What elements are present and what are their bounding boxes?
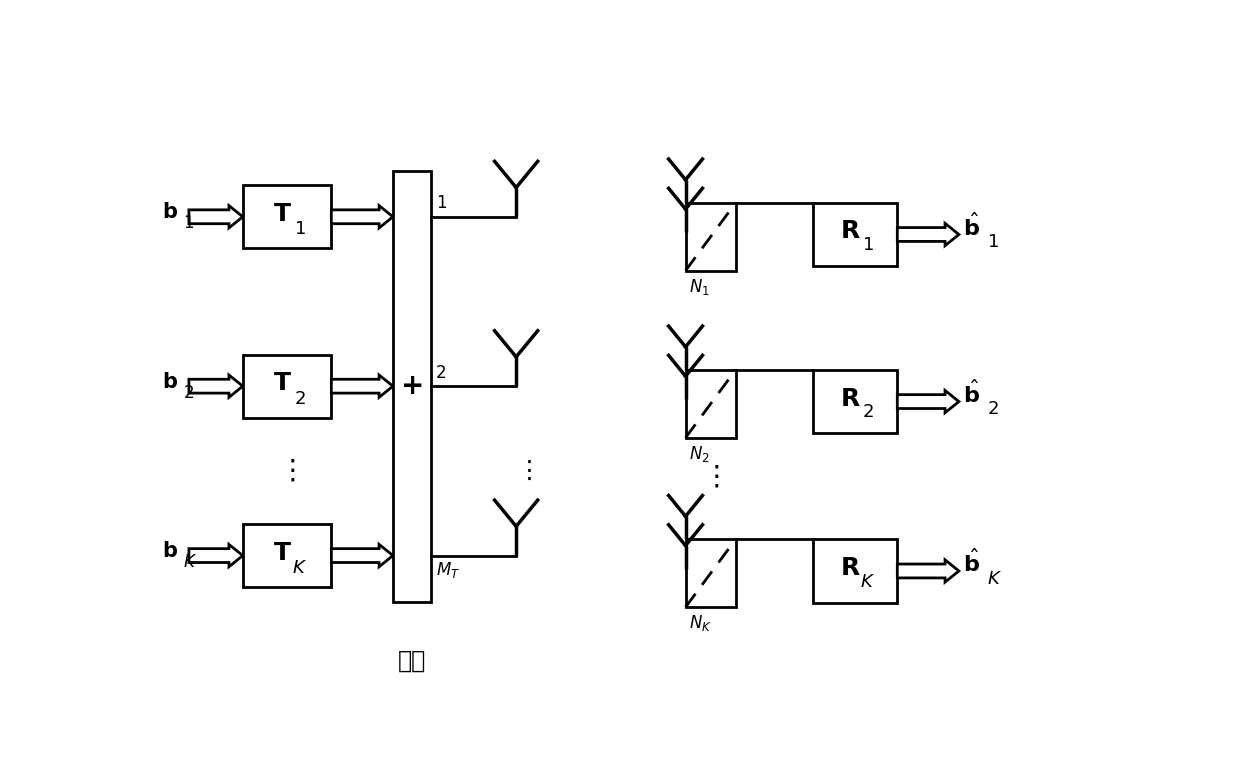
Text: $\vdots$: $\vdots$ xyxy=(702,463,719,490)
Text: $1$: $1$ xyxy=(987,233,999,251)
Text: $\mathbf{R}$: $\mathbf{R}$ xyxy=(841,556,861,580)
Text: 基站: 基站 xyxy=(398,649,427,673)
Text: $2$: $2$ xyxy=(862,403,873,421)
Polygon shape xyxy=(243,524,331,588)
Text: $\hat{\mathbf{b}}$: $\hat{\mathbf{b}}$ xyxy=(962,549,980,578)
Text: $N_1$: $N_1$ xyxy=(689,277,711,297)
Text: $\mathbf{T}$: $\mathbf{T}$ xyxy=(273,541,293,565)
Text: $\mathbf{T}$: $\mathbf{T}$ xyxy=(273,371,293,395)
Text: $2$: $2$ xyxy=(987,400,999,418)
Polygon shape xyxy=(812,203,898,266)
Polygon shape xyxy=(812,539,898,603)
Text: $\vdots$: $\vdots$ xyxy=(516,459,532,483)
Polygon shape xyxy=(331,375,393,397)
Polygon shape xyxy=(898,223,959,245)
Polygon shape xyxy=(188,206,243,228)
Text: $\mathbf{b}$: $\mathbf{b}$ xyxy=(162,541,179,561)
Text: $\mathbf{T}$: $\mathbf{T}$ xyxy=(273,202,293,225)
Polygon shape xyxy=(393,170,432,602)
Text: 2: 2 xyxy=(436,364,446,381)
Text: $1$: $1$ xyxy=(862,236,873,255)
Text: $N_2$: $N_2$ xyxy=(689,444,711,464)
Polygon shape xyxy=(812,370,898,433)
Text: $\hat{\mathbf{b}}$: $\hat{\mathbf{b}}$ xyxy=(962,213,980,241)
Polygon shape xyxy=(898,390,959,413)
Text: $K$: $K$ xyxy=(987,570,1002,588)
Polygon shape xyxy=(686,203,735,271)
Polygon shape xyxy=(331,545,393,567)
Text: $\hat{\mathbf{b}}$: $\hat{\mathbf{b}}$ xyxy=(962,380,980,408)
Polygon shape xyxy=(686,539,735,607)
Text: $\mathbf{b}$: $\mathbf{b}$ xyxy=(162,202,179,222)
Text: $\mathbf{b}$: $\mathbf{b}$ xyxy=(162,371,179,392)
Text: $N_K$: $N_K$ xyxy=(689,614,712,634)
Text: $1$: $1$ xyxy=(294,220,305,238)
Polygon shape xyxy=(188,545,243,567)
Polygon shape xyxy=(686,370,735,438)
Text: $K$: $K$ xyxy=(182,554,197,571)
Text: $M_T$: $M_T$ xyxy=(436,560,460,580)
Polygon shape xyxy=(188,375,243,397)
Text: $\vdots$: $\vdots$ xyxy=(279,457,295,485)
Polygon shape xyxy=(243,185,331,249)
Text: $\mathbf{R}$: $\mathbf{R}$ xyxy=(841,219,861,243)
Text: $\mathbf{R}$: $\mathbf{R}$ xyxy=(841,387,861,410)
Polygon shape xyxy=(243,354,331,418)
Text: $1$: $1$ xyxy=(182,216,193,232)
Text: $2$: $2$ xyxy=(182,384,193,402)
Text: $K$: $K$ xyxy=(861,573,875,591)
Text: $K$: $K$ xyxy=(293,559,308,577)
Text: $2$: $2$ xyxy=(294,390,305,407)
Polygon shape xyxy=(331,206,393,228)
Text: +: + xyxy=(401,372,424,400)
Polygon shape xyxy=(898,560,959,582)
Text: 1: 1 xyxy=(436,194,446,212)
